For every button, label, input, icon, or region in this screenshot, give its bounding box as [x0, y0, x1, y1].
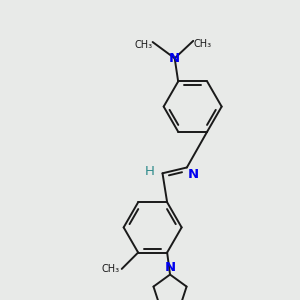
- Text: N: N: [169, 52, 180, 65]
- Text: N: N: [188, 169, 199, 182]
- Text: N: N: [164, 261, 175, 274]
- Text: CH₃: CH₃: [193, 39, 212, 49]
- Text: CH₃: CH₃: [134, 40, 153, 50]
- Text: CH₃: CH₃: [102, 264, 120, 274]
- Text: H: H: [145, 165, 154, 178]
